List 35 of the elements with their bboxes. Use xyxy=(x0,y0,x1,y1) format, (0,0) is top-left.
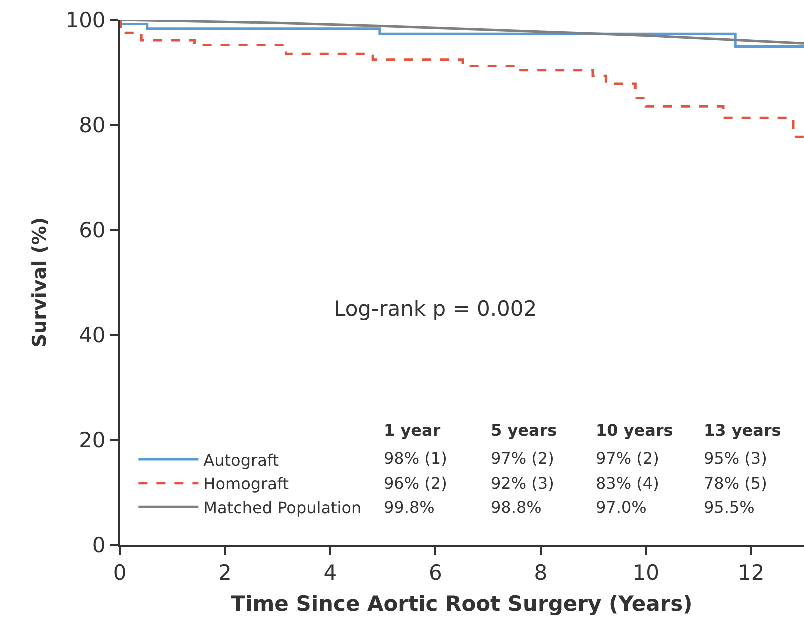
annotation: 10 years xyxy=(596,421,674,440)
y-tick-label: 20 xyxy=(79,428,106,452)
annotation: 98% (1) xyxy=(384,449,448,468)
annotation: 97% (2) xyxy=(596,449,660,468)
x-axis-title: Time Since Aortic Root Surgery (Years) xyxy=(231,592,693,616)
x-tick-label: 4 xyxy=(324,561,338,586)
y-tick-label: 80 xyxy=(79,113,106,138)
annotation: 95.5% xyxy=(704,498,755,517)
annotation: Log-rank p = 0.002 xyxy=(334,297,538,321)
y-axis-title: Survival (%) xyxy=(29,217,52,348)
annotation: 78% (5) xyxy=(704,474,768,493)
x-tick-label: 0 xyxy=(113,561,127,586)
annotation: 1 year xyxy=(384,421,441,440)
annotation: 83% (4) xyxy=(596,474,660,493)
legend-label: Autograft xyxy=(204,450,279,470)
x-tick-label: 8 xyxy=(534,561,548,586)
y-tick-label: 40 xyxy=(79,323,106,348)
y-tick-label: 0 xyxy=(92,533,106,558)
x-tick-label: 12 xyxy=(738,561,765,586)
legend-label: Matched Population xyxy=(204,498,362,518)
y-tick-label: 60 xyxy=(79,218,106,242)
annotation: 97% (2) xyxy=(491,449,554,468)
annotation: 95% (3) xyxy=(704,449,768,468)
x-tick-label: 6 xyxy=(429,561,442,586)
annotation: 98.8% xyxy=(491,498,542,517)
annotation: 97.0% xyxy=(596,498,647,517)
annotation: 96% (2) xyxy=(384,474,448,493)
x-tick-label: 10 xyxy=(632,561,660,586)
annotation: 5 years xyxy=(491,421,558,440)
y-tick-label: 100 xyxy=(66,8,106,32)
legend-label: Homograft xyxy=(204,474,290,494)
annotation: 99.8% xyxy=(384,498,435,517)
x-tick-label: 2 xyxy=(218,561,232,586)
annotation: 13 years xyxy=(704,421,782,440)
annotation: 92% (3) xyxy=(491,474,554,493)
